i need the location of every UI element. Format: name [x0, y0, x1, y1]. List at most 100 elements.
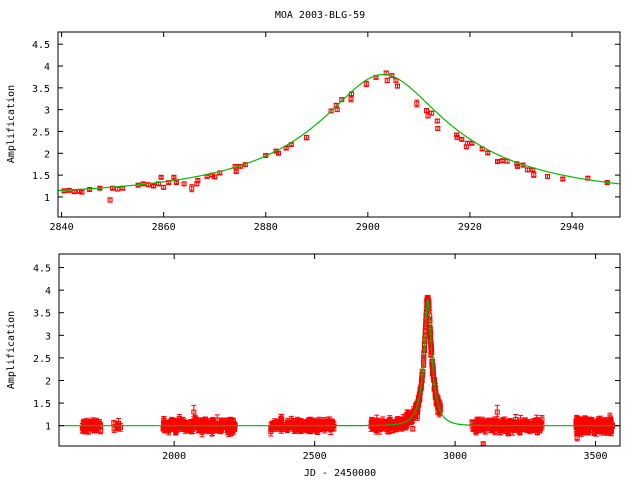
x-tick-label: 2900 [356, 222, 380, 233]
x-tick-label: 2940 [560, 222, 584, 233]
point-marker [312, 419, 318, 425]
data-point [304, 134, 310, 141]
point-marker [218, 425, 224, 431]
point-marker [369, 417, 375, 423]
point-marker [399, 424, 405, 430]
point-marker [209, 428, 215, 434]
data-point [218, 425, 224, 431]
data-point [94, 420, 100, 427]
point-marker [454, 132, 460, 138]
data-point [308, 420, 314, 429]
data-point [79, 189, 85, 195]
data-point [189, 184, 195, 193]
y-tick-label: 4 [44, 62, 50, 73]
data-point [98, 427, 104, 435]
point-marker [328, 108, 334, 114]
point-marker [178, 419, 184, 425]
data-point [220, 417, 226, 426]
y-tick-label: 1 [44, 193, 50, 204]
point-marker [314, 428, 320, 434]
point-marker [195, 177, 201, 183]
data-point [233, 169, 239, 175]
data-point [280, 422, 286, 433]
point-marker [434, 118, 440, 124]
point-marker [276, 150, 282, 156]
data-point [384, 77, 390, 84]
point-marker [227, 424, 233, 430]
data-point [115, 186, 121, 192]
point-marker [308, 422, 314, 428]
data-point [284, 419, 290, 430]
point-marker [181, 181, 187, 187]
data-point [173, 180, 179, 186]
x-tick-label: 2880 [254, 222, 278, 233]
y-tick-label: 2 [44, 149, 50, 160]
point-marker [156, 181, 162, 187]
point-marker [178, 422, 184, 428]
data-point [111, 420, 117, 426]
point-marker [394, 83, 400, 89]
data-point [394, 83, 400, 89]
point-marker [424, 108, 430, 114]
point-marker [170, 419, 176, 425]
point-marker [485, 150, 491, 156]
point-marker [545, 173, 551, 179]
point-marker [212, 174, 218, 180]
data-point [181, 181, 187, 187]
y-tick-label: 4.5 [32, 40, 50, 51]
point-marker [514, 163, 520, 169]
point-marker [389, 423, 395, 429]
data-point [393, 424, 399, 432]
point-marker [435, 125, 441, 131]
data-point [173, 426, 179, 434]
point-marker [459, 136, 465, 142]
data-point [525, 167, 531, 173]
plot-frame [57, 31, 621, 218]
data-point [334, 107, 340, 113]
x-tick-label: 2840 [50, 222, 74, 233]
point-marker [334, 107, 340, 113]
data-point [369, 416, 375, 423]
point-marker [404, 421, 410, 427]
point-marker [380, 419, 386, 425]
point-marker [171, 174, 177, 180]
chart-title: MOA 2003-BLG-59 [275, 10, 365, 21]
point-marker [110, 185, 116, 191]
point-marker [531, 172, 537, 178]
data-point [150, 183, 156, 189]
point-marker [107, 197, 113, 203]
data-point [545, 173, 551, 179]
point-marker [284, 421, 290, 427]
point-marker [158, 174, 164, 180]
point-marker [425, 113, 431, 119]
point-marker [363, 81, 369, 87]
data-point [513, 414, 519, 425]
data-point [230, 417, 236, 426]
point-marker [98, 428, 104, 434]
data-point [158, 174, 164, 180]
data-point [414, 99, 420, 108]
point-marker [454, 135, 460, 141]
data-point [424, 108, 430, 114]
data-point [314, 428, 320, 434]
point-marker [429, 110, 435, 116]
data-points [79, 294, 615, 446]
y-tick-label: 3 [44, 106, 50, 117]
point-marker [233, 169, 239, 175]
data-point [499, 158, 505, 164]
point-marker [220, 419, 226, 425]
data-point [171, 174, 177, 180]
data-point [435, 125, 441, 131]
point-marker [304, 135, 310, 141]
point-marker [204, 421, 210, 427]
data-point [272, 422, 278, 431]
data-point [161, 184, 167, 190]
point-marker [469, 140, 475, 146]
point-marker [348, 96, 354, 102]
y-tick-label: 3.5 [32, 84, 50, 95]
data-point [494, 159, 500, 165]
data-point [429, 110, 435, 116]
point-marker [494, 159, 500, 165]
